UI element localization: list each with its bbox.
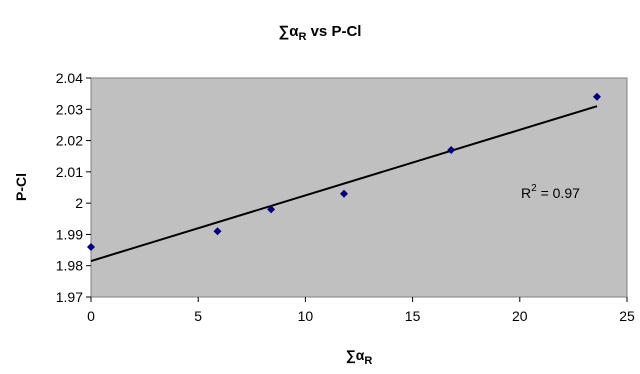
data-point <box>213 227 222 236</box>
r-squared-annotation: R2 = 0.97 <box>521 183 580 201</box>
x-tick-label: 15 <box>405 308 421 324</box>
data-point <box>267 205 276 214</box>
y-tick-label: 2.03 <box>56 101 83 117</box>
plot-area <box>90 77 628 298</box>
y-tick-label: 1.98 <box>56 258 83 274</box>
data-point <box>592 92 601 101</box>
y-axis-ticks: 1.97 1.98 1.99 2 2.01 2.02 2.03 2.04 <box>56 70 91 305</box>
chart-title: ∑αR vs P-Cl <box>279 23 362 43</box>
x-axis-ticks: 0 5 10 15 20 25 <box>87 297 635 324</box>
y-tick-label: 2.02 <box>56 133 83 149</box>
x-axis-label: ∑αR <box>346 347 373 367</box>
trendline <box>90 105 598 262</box>
y-tick-label: 2.01 <box>56 164 83 180</box>
data-point <box>87 242 95 251</box>
y-tick-label: 1.97 <box>56 289 83 305</box>
y-tick-label: 1.99 <box>56 226 83 242</box>
x-tick-label: 20 <box>512 308 528 324</box>
data-point <box>447 145 456 154</box>
y-tick-label: 2 <box>75 195 83 211</box>
x-tick-label: 25 <box>619 308 635 324</box>
data-point <box>339 189 348 198</box>
x-tick-label: 5 <box>194 308 202 324</box>
y-axis-label: P-Cl <box>13 173 29 201</box>
x-tick-label: 10 <box>298 308 314 324</box>
data-points <box>87 92 601 251</box>
y-tick-label: 2.04 <box>56 70 83 86</box>
x-tick-label: 0 <box>87 308 95 324</box>
